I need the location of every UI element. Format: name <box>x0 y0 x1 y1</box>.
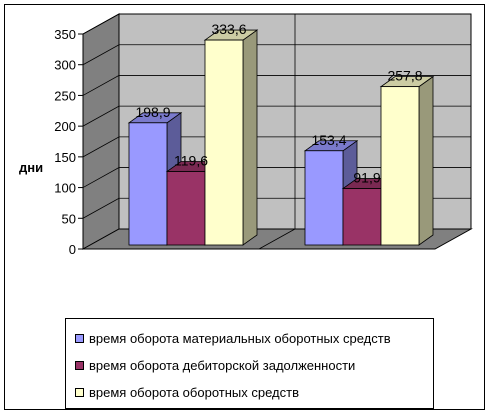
legend-swatch-receivables <box>75 361 84 370</box>
y-tick-label: 0 <box>69 242 76 257</box>
chart-frame: дни 0 50 100 150 200 250 300 350 198,9 119,6 333,6… <box>4 4 485 410</box>
y-axis-label: дни <box>19 160 43 175</box>
legend-swatch-materials <box>75 334 84 343</box>
gridline <box>82 13 471 35</box>
y-tick-label: 50 <box>62 211 76 226</box>
bar <box>379 75 435 246</box>
bar-side <box>418 75 434 246</box>
legend-item-materials: время оборота материальных оборотных сре… <box>66 325 433 352</box>
bar-front <box>342 188 382 246</box>
legend-swatch-current-assets <box>75 388 84 397</box>
data-label: 153,4 <box>311 132 346 148</box>
legend-label-receivables: время оборота дебиторской задолженности <box>89 358 356 373</box>
data-labels: 198,9 119,6 333,6 153,4 91,9 257,8 <box>135 21 422 185</box>
gridline <box>82 136 471 158</box>
category-divider <box>258 14 296 250</box>
legend-label-materials: время оборота материальных оборотных сре… <box>89 331 391 346</box>
y-tick-label: 250 <box>54 88 76 103</box>
bar-front <box>166 171 206 246</box>
data-label: 333,6 <box>211 21 246 37</box>
bar-side <box>242 29 258 246</box>
bar-front <box>204 39 244 246</box>
legend-item-receivables: время оборота дебиторской задолженности <box>66 352 433 379</box>
bars <box>127 29 435 246</box>
data-label: 91,9 <box>353 170 380 186</box>
legend-label-current-assets: время оборота оборотных средств <box>89 385 299 400</box>
gridline <box>82 44 471 66</box>
data-label: 257,8 <box>387 68 422 84</box>
y-tick-label: 200 <box>54 119 76 134</box>
bar-front <box>304 150 344 246</box>
bar-front <box>128 122 168 246</box>
gridline <box>82 75 471 96</box>
legend: время оборота материальных оборотных сре… <box>65 318 434 409</box>
data-label: 198,9 <box>135 104 170 120</box>
legend-item-current-assets: время оборота оборотных средств <box>66 379 433 406</box>
chart-plot: дни 0 50 100 150 200 250 300 350 198,9 119,6 333,6… <box>19 13 473 257</box>
data-label: 119,6 <box>174 153 208 169</box>
side-wall <box>82 13 120 250</box>
gridline <box>82 105 471 127</box>
bar-front <box>380 86 420 246</box>
y-tick-label: 350 <box>54 27 76 42</box>
y-tick-label: 100 <box>54 181 76 196</box>
y-tick-label: 300 <box>54 58 76 73</box>
bar <box>203 29 259 246</box>
y-tick-label: 150 <box>54 150 76 165</box>
y-tick-labels: 0 50 100 150 200 250 300 350 <box>54 27 76 257</box>
